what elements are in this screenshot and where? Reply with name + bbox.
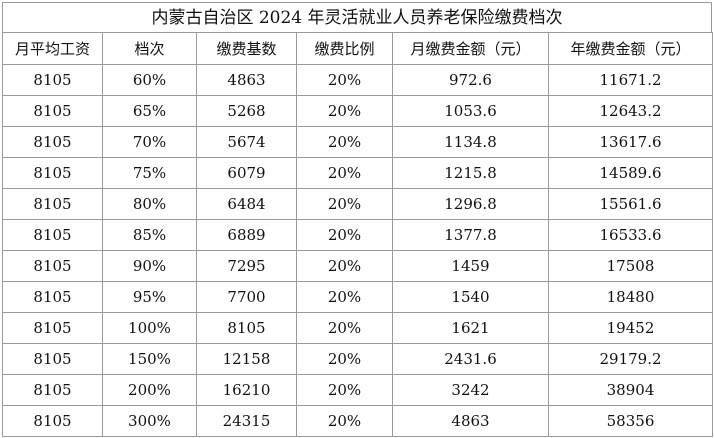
table-body: 8105 60% 4863 20% 972.6 11671.2 8105 65% 5268 20%…: [2, 64, 713, 437]
contribution-base-cell: 24315: [196, 405, 297, 437]
tier-cell: 100%: [102, 312, 197, 344]
col-header-contribution-base: 缴费基数: [196, 32, 297, 65]
monthly-amount-cell: 4863: [392, 405, 549, 437]
contribution-base-cell: 7295: [196, 250, 297, 282]
col-header-monthly-amount: 月缴费金额（元）: [392, 32, 549, 65]
annual-amount-cell: 19452: [548, 312, 713, 344]
annual-amount-cell: 11671.2: [548, 64, 713, 96]
contribution-base-cell: 6079: [196, 157, 297, 189]
monthly-amount-cell: 1296.8: [392, 188, 549, 220]
annual-amount-cell: 29179.2: [548, 343, 713, 375]
contribution-rate-cell: 20%: [296, 374, 393, 406]
annual-amount-cell: 14589.6: [548, 157, 713, 189]
table-row: 8105 70% 5674 20% 1134.8 13617.6: [2, 126, 713, 158]
contribution-base-cell: 6889: [196, 219, 297, 251]
table-row: 8105 100% 8105 20% 1621 19452: [2, 312, 713, 344]
contribution-rate-cell: 20%: [296, 405, 393, 437]
contribution-base-cell: 4863: [196, 64, 297, 96]
avg-monthly-wage-cell: 8105: [2, 219, 103, 251]
contribution-rate-cell: 20%: [296, 343, 393, 375]
avg-monthly-wage-cell: 8105: [2, 343, 103, 375]
monthly-amount-cell: 2431.6: [392, 343, 549, 375]
avg-monthly-wage-cell: 8105: [2, 95, 103, 127]
contribution-rate-cell: 20%: [296, 250, 393, 282]
tier-cell: 70%: [102, 126, 197, 158]
monthly-amount-cell: 3242: [392, 374, 549, 406]
contribution-rate-cell: 20%: [296, 281, 393, 313]
avg-monthly-wage-cell: 8105: [2, 188, 103, 220]
annual-amount-cell: 17508: [548, 250, 713, 282]
tier-cell: 300%: [102, 405, 197, 437]
contribution-rate-cell: 20%: [296, 219, 393, 251]
tier-cell: 95%: [102, 281, 197, 313]
table-row: 8105 90% 7295 20% 1459 17508: [2, 250, 713, 282]
annual-amount-cell: 12643.2: [548, 95, 713, 127]
monthly-amount-cell: 972.6: [392, 64, 549, 96]
contribution-base-cell: 8105: [196, 312, 297, 344]
monthly-amount-cell: 1134.8: [392, 126, 549, 158]
contribution-rate-cell: 20%: [296, 157, 393, 189]
tier-cell: 200%: [102, 374, 197, 406]
contribution-base-cell: 6484: [196, 188, 297, 220]
contribution-base-cell: 16210: [196, 374, 297, 406]
table-row: 8105 65% 5268 20% 1053.6 12643.2: [2, 95, 713, 127]
avg-monthly-wage-cell: 8105: [2, 126, 103, 158]
table-row: 8105 95% 7700 20% 1540 18480: [2, 281, 713, 313]
tier-cell: 150%: [102, 343, 197, 375]
monthly-amount-cell: 1377.8: [392, 219, 549, 251]
contribution-rate-cell: 20%: [296, 312, 393, 344]
contribution-rate-cell: 20%: [296, 126, 393, 158]
col-header-avg-monthly-wage: 月平均工资: [2, 32, 103, 65]
tier-cell: 80%: [102, 188, 197, 220]
monthly-amount-cell: 1215.8: [392, 157, 549, 189]
avg-monthly-wage-cell: 8105: [2, 281, 103, 313]
header-row: 月平均工资 档次 缴费基数 缴费比例 月缴费金额（元） 年缴费金额（元）: [2, 32, 713, 65]
table-row: 8105 60% 4863 20% 972.6 11671.2: [2, 64, 713, 96]
annual-amount-cell: 15561.6: [548, 188, 713, 220]
avg-monthly-wage-cell: 8105: [2, 405, 103, 437]
monthly-amount-cell: 1540: [392, 281, 549, 313]
monthly-amount-cell: 1459: [392, 250, 549, 282]
annual-amount-cell: 18480: [548, 281, 713, 313]
table-row: 8105 300% 24315 20% 4863 58356: [2, 405, 713, 437]
annual-amount-cell: 16533.6: [548, 219, 713, 251]
table-row: 8105 75% 6079 20% 1215.8 14589.6: [2, 157, 713, 189]
monthly-amount-cell: 1621: [392, 312, 549, 344]
annual-amount-cell: 38904: [548, 374, 713, 406]
table-row: 8105 150% 12158 20% 2431.6 29179.2: [2, 343, 713, 375]
monthly-amount-cell: 1053.6: [392, 95, 549, 127]
avg-monthly-wage-cell: 8105: [2, 374, 103, 406]
contribution-table: 月平均工资 档次 缴费基数 缴费比例 月缴费金额（元） 年缴费金额（元） 810…: [2, 32, 713, 437]
annual-amount-cell: 13617.6: [548, 126, 713, 158]
tier-cell: 60%: [102, 64, 197, 96]
tier-cell: 75%: [102, 157, 197, 189]
contribution-rate-cell: 20%: [296, 188, 393, 220]
sheet-title: 内蒙古自治区 2024 年灵活就业人员养老保险缴费档次: [2, 2, 712, 32]
table-row: 8105 200% 16210 20% 3242 38904: [2, 374, 713, 406]
annual-amount-cell: 58356: [548, 405, 713, 437]
avg-monthly-wage-cell: 8105: [2, 64, 103, 96]
table-row: 8105 85% 6889 20% 1377.8 16533.6: [2, 219, 713, 251]
contribution-rate-cell: 20%: [296, 95, 393, 127]
avg-monthly-wage-cell: 8105: [2, 312, 103, 344]
tier-cell: 85%: [102, 219, 197, 251]
tier-cell: 90%: [102, 250, 197, 282]
tier-cell: 65%: [102, 95, 197, 127]
contribution-base-cell: 5268: [196, 95, 297, 127]
contribution-base-cell: 5674: [196, 126, 297, 158]
col-header-contribution-rate: 缴费比例: [296, 32, 393, 65]
contribution-rate-cell: 20%: [296, 64, 393, 96]
avg-monthly-wage-cell: 8105: [2, 250, 103, 282]
contribution-base-cell: 12158: [196, 343, 297, 375]
avg-monthly-wage-cell: 8105: [2, 157, 103, 189]
contribution-base-cell: 7700: [196, 281, 297, 313]
table-row: 8105 80% 6484 20% 1296.8 15561.6: [2, 188, 713, 220]
col-header-annual-amount: 年缴费金额（元）: [548, 32, 713, 65]
col-header-tier: 档次: [102, 32, 197, 65]
